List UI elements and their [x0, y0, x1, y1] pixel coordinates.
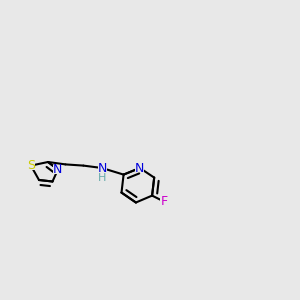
FancyBboxPatch shape [160, 197, 169, 206]
Text: F: F [160, 195, 168, 208]
Text: N: N [135, 161, 145, 175]
FancyBboxPatch shape [26, 161, 35, 170]
Text: S: S [27, 159, 35, 172]
FancyBboxPatch shape [53, 165, 62, 174]
Text: N: N [97, 161, 107, 175]
Text: N: N [53, 163, 63, 176]
FancyBboxPatch shape [98, 164, 106, 172]
Text: H: H [98, 173, 106, 183]
FancyBboxPatch shape [135, 164, 144, 172]
